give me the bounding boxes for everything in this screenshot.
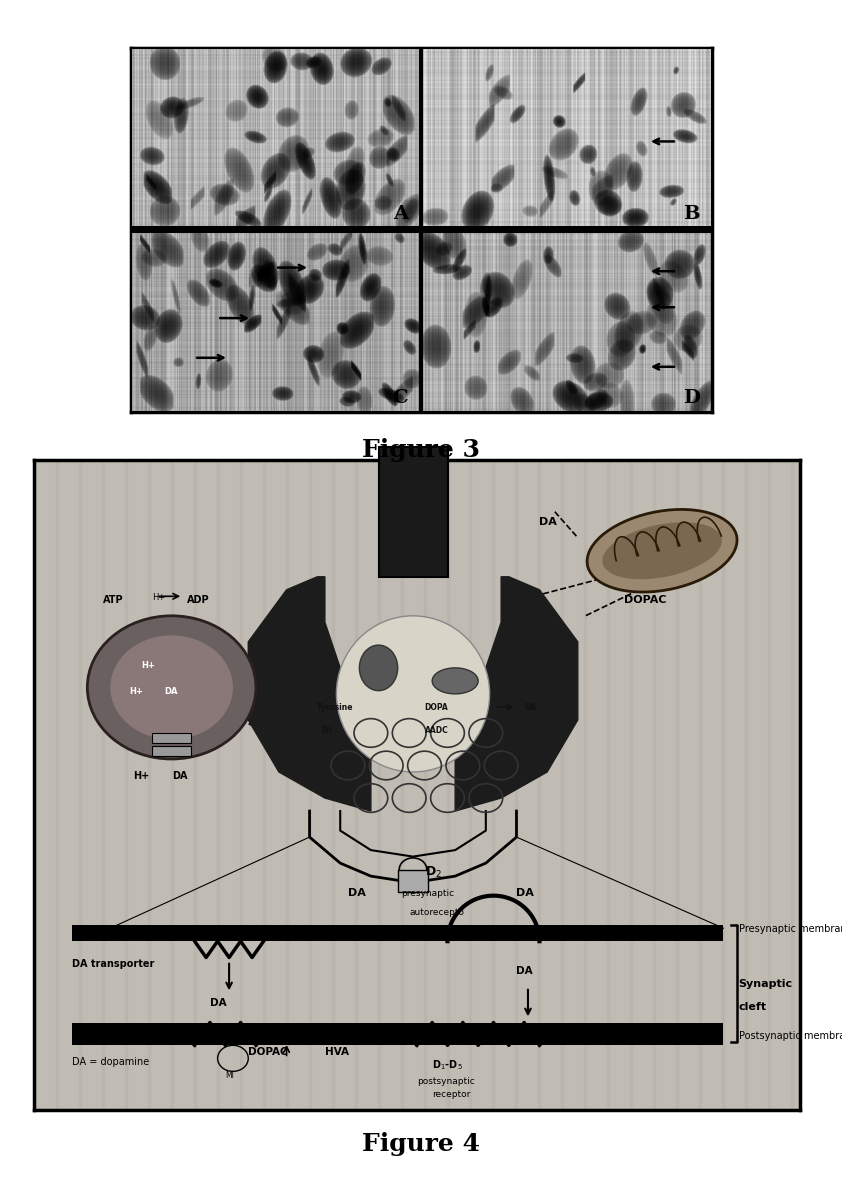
Text: postsynaptic: postsynaptic (417, 1077, 475, 1087)
Ellipse shape (336, 616, 489, 773)
Text: Presynaptic membrane: Presynaptic membrane (738, 923, 842, 934)
Text: H+: H+ (152, 592, 166, 602)
Ellipse shape (360, 645, 397, 690)
Text: D: D (683, 388, 700, 406)
Bar (378, 447, 447, 577)
Bar (397, 869, 429, 892)
Text: Postsynaptic membrane: Postsynaptic membrane (738, 1030, 842, 1041)
Text: Synaptic: Synaptic (738, 979, 792, 989)
Ellipse shape (587, 510, 737, 592)
Text: D$_2$: D$_2$ (424, 866, 441, 880)
Text: DOPAC: DOPAC (624, 595, 666, 605)
Text: DA: DA (524, 703, 536, 712)
Text: presynaptic: presynaptic (402, 888, 455, 898)
Text: C: C (392, 388, 408, 406)
Text: DOPA: DOPA (424, 703, 448, 712)
Text: DA: DA (172, 770, 187, 781)
Bar (72, 925, 723, 941)
Text: AADC: AADC (424, 726, 448, 736)
Text: D$_1$-D$_5$: D$_1$-D$_5$ (432, 1058, 463, 1072)
Text: H+: H+ (141, 661, 155, 670)
Ellipse shape (602, 522, 722, 579)
Text: DA = dopamine: DA = dopamine (72, 1057, 149, 1067)
Text: cleft: cleft (738, 1002, 767, 1011)
Text: Tyrosine: Tyrosine (317, 703, 354, 712)
Circle shape (88, 616, 256, 759)
Text: B: B (684, 204, 700, 222)
Text: H+: H+ (130, 687, 143, 696)
Text: DA: DA (348, 887, 365, 898)
Bar (152, 733, 191, 743)
Text: DA: DA (540, 517, 557, 527)
Text: MI: MI (226, 1071, 234, 1079)
Text: DA: DA (164, 687, 178, 696)
Text: DA: DA (516, 966, 533, 975)
Text: TH: TH (321, 726, 333, 736)
Text: DA transporter: DA transporter (72, 959, 154, 970)
Text: receptor: receptor (432, 1090, 471, 1100)
Bar (152, 746, 191, 756)
Ellipse shape (432, 667, 478, 694)
Text: Figure 4: Figure 4 (362, 1132, 480, 1156)
Text: DA: DA (210, 998, 226, 1008)
Text: DA: DA (516, 887, 535, 898)
Text: DOPAC: DOPAC (248, 1047, 288, 1057)
Text: HVA: HVA (325, 1047, 349, 1057)
Text: ADP: ADP (187, 595, 210, 605)
Polygon shape (248, 577, 370, 811)
Text: A: A (393, 204, 408, 222)
Text: ATP: ATP (103, 595, 123, 605)
Text: autorecepto: autorecepto (409, 909, 464, 917)
Polygon shape (455, 577, 578, 811)
Circle shape (110, 635, 233, 739)
Text: H+: H+ (133, 770, 150, 781)
Bar (72, 1022, 723, 1046)
Text: Figure 3: Figure 3 (362, 438, 480, 462)
